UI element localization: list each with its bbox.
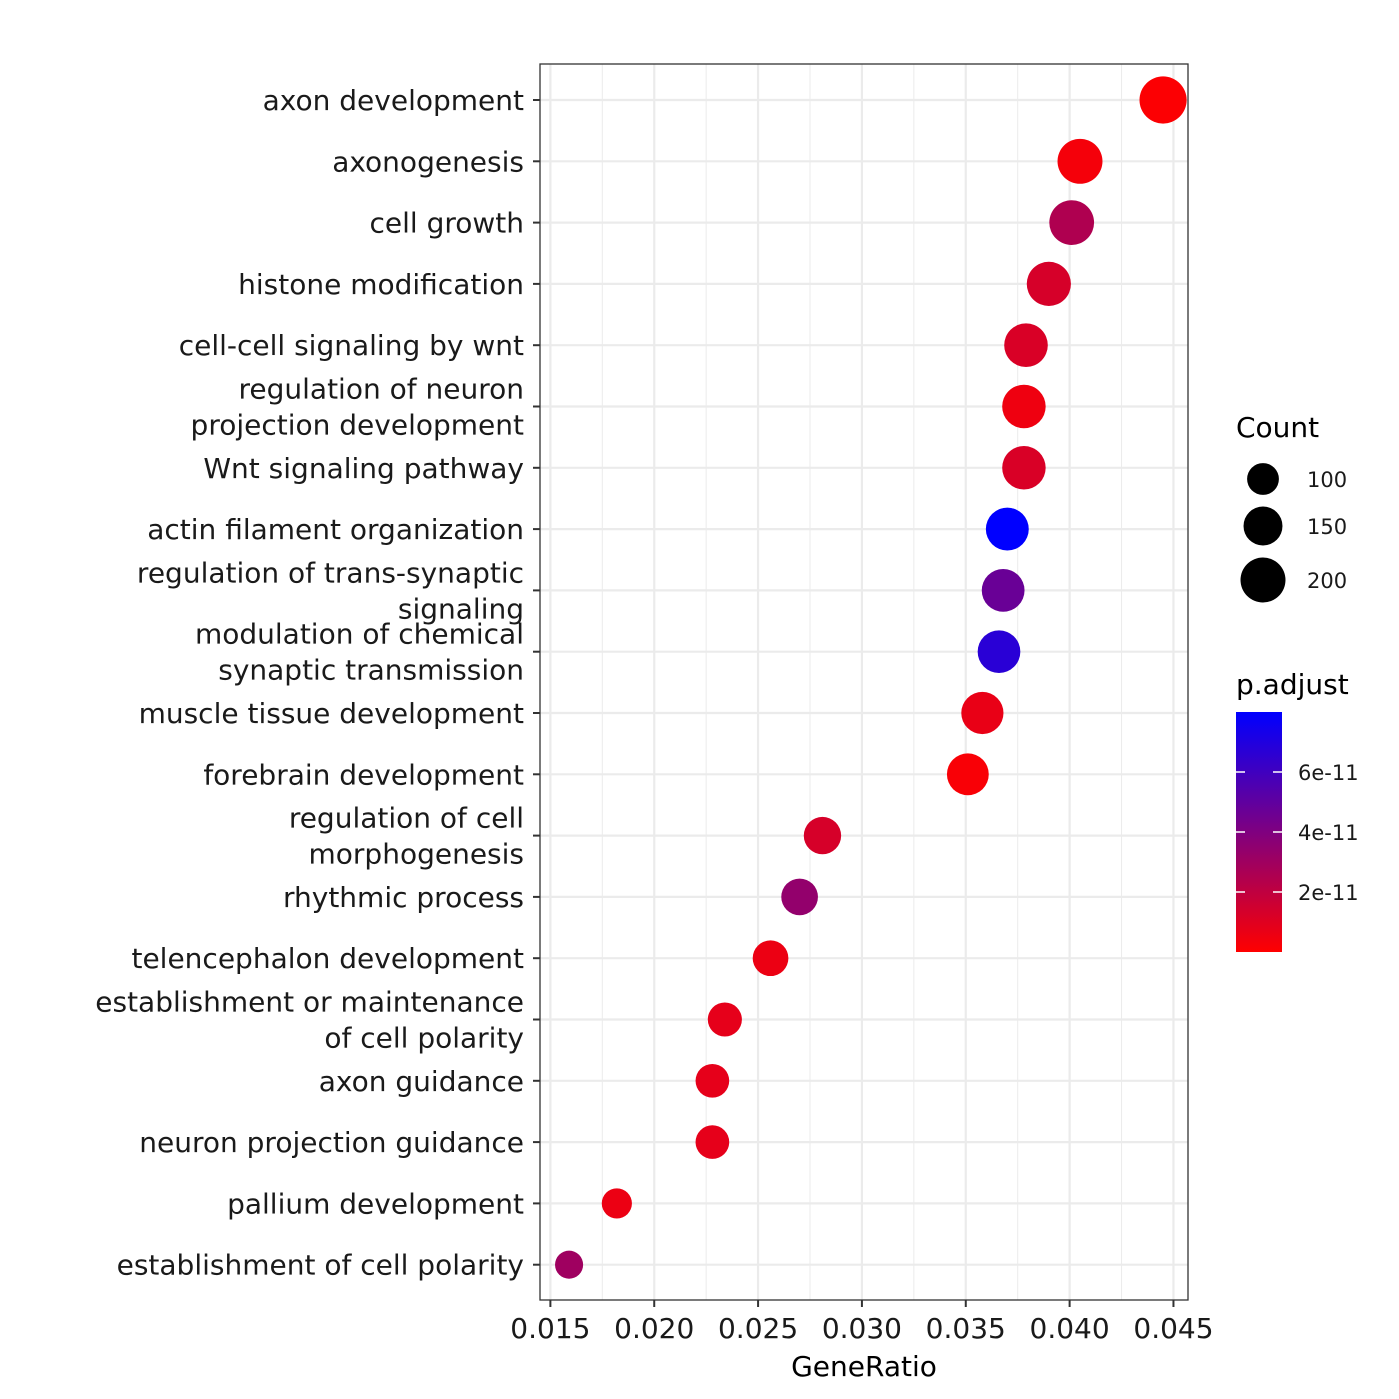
data-point <box>1004 323 1048 368</box>
y-tick-label: rhythmic process <box>283 881 524 914</box>
points-layer <box>555 76 1187 1279</box>
y-tick-label: forebrain development <box>203 758 524 791</box>
y-tick-label: signaling <box>398 592 524 625</box>
data-point <box>752 940 789 977</box>
y-tick-label: telencephalon development <box>131 942 524 975</box>
y-tick-label: histone modification <box>238 268 524 301</box>
data-point <box>695 1125 730 1159</box>
y-tick-label: regulation of neuron <box>239 373 525 406</box>
size-legend-label: 200 <box>1307 569 1347 593</box>
y-tick-label: of cell polarity <box>324 1022 524 1055</box>
x-tick-label: 0.020 <box>614 1312 694 1345</box>
y-tick-label: axonogenesis <box>332 145 524 178</box>
data-point <box>961 691 1004 735</box>
x-tick-label: 0.040 <box>1030 1312 1110 1345</box>
x-axis: 0.015 0.020 0.025 0.030 0.035 0.040 0.045 <box>510 1300 1214 1345</box>
x-tick-label: 0.045 <box>1133 1312 1213 1345</box>
y-tick-label: regulation of cell <box>289 802 524 835</box>
data-point <box>1002 446 1046 490</box>
size-legend-title: Count <box>1236 411 1319 444</box>
x-tick-label: 0.025 <box>718 1312 798 1345</box>
size-legend-label: 100 <box>1307 468 1347 492</box>
x-tick-label: 0.035 <box>926 1312 1006 1345</box>
size-legend: Count 100 150 200 <box>1236 411 1347 603</box>
color-legend-label: 6e-11 <box>1298 761 1359 785</box>
y-tick-label: synaptic transmission <box>218 654 524 687</box>
y-tick-label: cell growth <box>369 207 524 240</box>
size-legend-key <box>1243 506 1283 546</box>
y-tick-label: regulation of trans-synaptic <box>137 556 524 589</box>
data-point <box>977 630 1021 674</box>
data-point <box>781 878 818 916</box>
y-tick-label: axon guidance <box>319 1065 524 1098</box>
color-legend-label: 2e-11 <box>1298 881 1359 905</box>
color-legend-title: p.adjust <box>1236 668 1349 701</box>
y-tick-label: pallium development <box>227 1187 524 1220</box>
size-legend-key <box>1240 557 1286 603</box>
data-point <box>1049 200 1095 245</box>
data-point <box>1026 261 1071 306</box>
y-tick-label: modulation of chemical <box>195 618 524 651</box>
data-point <box>707 1002 742 1037</box>
plot-panel-border <box>539 63 1189 1301</box>
data-point <box>695 1063 730 1098</box>
y-tick-label: projection development <box>191 409 524 442</box>
grid <box>540 64 1188 1300</box>
y-tick-label: axon development <box>263 84 524 117</box>
data-point <box>803 816 842 855</box>
data-point <box>981 569 1025 612</box>
data-point <box>1002 384 1046 429</box>
data-point <box>555 1250 584 1279</box>
y-tick-label: establishment or maintenance <box>95 986 524 1019</box>
size-legend-key <box>1247 463 1279 495</box>
y-tick-label: cell-cell signaling by wnt <box>179 329 524 362</box>
x-tick-label: 0.030 <box>822 1312 902 1345</box>
data-point <box>1139 76 1187 124</box>
y-tick-label: morphogenesis <box>309 838 525 871</box>
color-legend-label: 4e-11 <box>1298 821 1359 845</box>
data-point <box>946 753 989 796</box>
data-point <box>985 507 1029 551</box>
y-axis: axon development axonogenesis cell growth h… <box>95 84 540 1282</box>
y-tick-label: establishment of cell polarity <box>117 1249 524 1282</box>
plot-panel <box>540 64 1188 1300</box>
y-tick-label: actin filament organization <box>147 513 524 546</box>
y-tick-label: Wnt signaling pathway <box>203 452 524 485</box>
data-point <box>601 1188 632 1219</box>
y-tick-label: muscle tissue development <box>139 697 524 730</box>
color-legend: p.adjust 2e-11 4e-11 6e-11 <box>1236 668 1359 952</box>
data-point <box>1057 138 1103 184</box>
x-axis-title: GeneRatio <box>791 1350 937 1383</box>
x-tick-label: 0.015 <box>510 1312 590 1345</box>
y-tick-label: neuron projection guidance <box>139 1126 524 1159</box>
size-legend-label: 150 <box>1307 515 1347 539</box>
